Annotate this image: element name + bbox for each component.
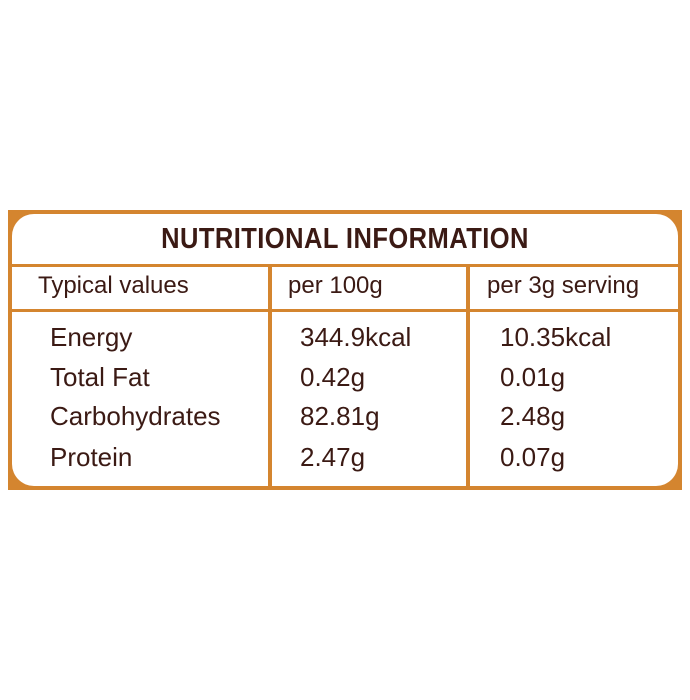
header-divider (12, 309, 678, 312)
table-panel (12, 214, 678, 486)
title-divider (12, 264, 678, 267)
value-cell: 2.47g (300, 442, 366, 472)
value-cell: 10.35kcal (500, 322, 612, 352)
row-label: Total Fat (50, 362, 150, 392)
value-cell: 0.42g (300, 362, 366, 392)
header-cell: per 100g (288, 272, 383, 299)
value-cell: 82.81g (300, 401, 380, 431)
value-cell: 0.01g (500, 362, 566, 392)
row-label: Carbohydrates (50, 401, 221, 431)
column-divider (268, 265, 272, 486)
table-title: NUTRITIONAL INFORMATION (161, 223, 529, 255)
header-cell: Typical values (38, 272, 189, 299)
header-cell: per 3g serving (487, 272, 640, 299)
row-label: Energy (50, 322, 133, 352)
value-cell: 2.48g (500, 401, 566, 431)
value-cell: 344.9kcal (300, 322, 412, 352)
column-divider (466, 265, 470, 486)
value-cell: 0.07g (500, 442, 566, 472)
row-label: Protein (50, 442, 133, 472)
